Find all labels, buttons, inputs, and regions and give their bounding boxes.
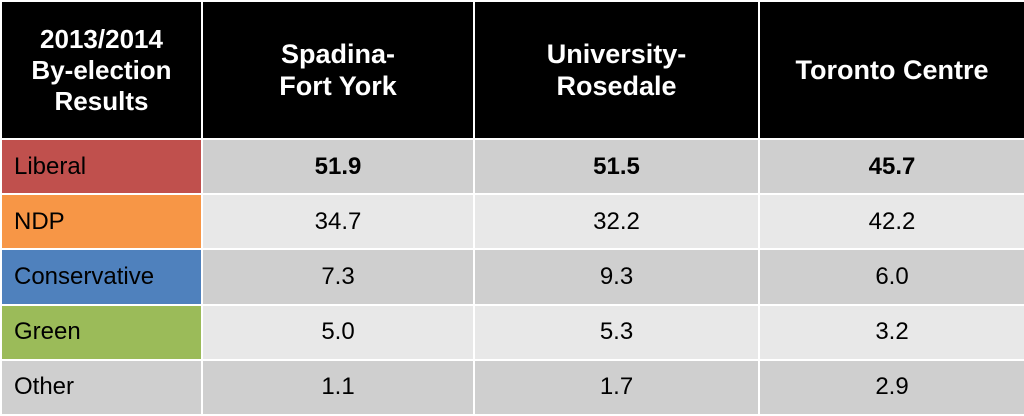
corner-header: 2013/2014 By-election Results	[0, 0, 203, 140]
column-header-university-rosedale: University- Rosedale	[473, 0, 760, 140]
table-row-liberal: Liberal 51.9 51.5 45.7	[0, 137, 1024, 196]
value-cell: 1.7	[473, 358, 760, 416]
value-cell: 42.2	[758, 193, 1024, 251]
party-cell-green: Green	[0, 303, 203, 361]
corner-header-line: 2013/2014	[40, 23, 163, 54]
value-cell: 5.3	[473, 303, 760, 361]
value-cell: 5.0	[201, 303, 475, 361]
party-cell-liberal: Liberal	[0, 137, 203, 196]
value-cell: 51.5	[473, 137, 760, 196]
party-cell-ndp: NDP	[0, 193, 203, 251]
party-cell-other: Other	[0, 358, 203, 416]
value-cell: 34.7	[201, 193, 475, 251]
header-row: 2013/2014 By-election Results Spadina- F…	[0, 0, 1024, 140]
column-header-toronto-centre: Toronto Centre	[758, 0, 1024, 140]
table-row-other: Other 1.1 1.7 2.9	[0, 358, 1024, 416]
column-header-line: Rosedale	[556, 71, 677, 101]
value-cell: 2.9	[758, 358, 1024, 416]
value-cell: 1.1	[201, 358, 475, 416]
value-cell: 9.3	[473, 248, 760, 306]
value-cell: 6.0	[758, 248, 1024, 306]
value-cell: 32.2	[473, 193, 760, 251]
column-header-line: Spadina-	[280, 39, 395, 69]
corner-header-line: By-election	[31, 54, 172, 85]
value-cell: 7.3	[201, 248, 475, 306]
column-header-line: University-	[546, 39, 687, 69]
party-cell-conservative: Conservative	[0, 248, 203, 306]
table-row-green: Green 5.0 5.3 3.2	[0, 303, 1024, 361]
column-header-line: Fort York	[279, 71, 397, 101]
table-row-ndp: NDP 34.7 32.2 42.2	[0, 193, 1024, 251]
corner-header-line: Results	[54, 85, 149, 116]
value-cell: 3.2	[758, 303, 1024, 361]
column-header-spadina-fort-york: Spadina- Fort York	[201, 0, 475, 140]
value-cell: 45.7	[758, 137, 1024, 196]
value-cell: 51.9	[201, 137, 475, 196]
table-row-conservative: Conservative 7.3 9.3 6.0	[0, 248, 1024, 306]
column-header-line: Toronto Centre	[795, 55, 989, 85]
